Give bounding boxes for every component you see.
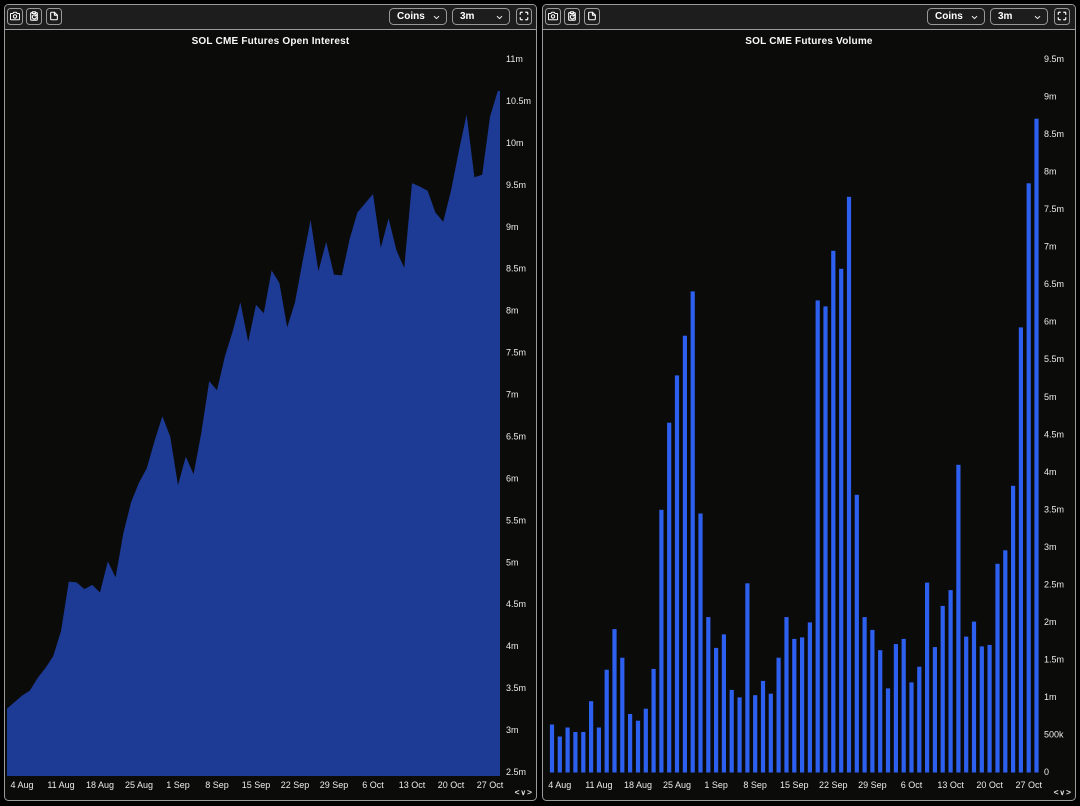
- svg-text:25 Aug: 25 Aug: [663, 780, 691, 790]
- svg-text:5.5m: 5.5m: [1044, 354, 1064, 364]
- svg-text:3m: 3m: [506, 725, 519, 735]
- svg-text:9m: 9m: [1044, 92, 1057, 102]
- svg-text:4.5m: 4.5m: [506, 599, 526, 609]
- svg-text:27 Oct: 27 Oct: [477, 780, 504, 790]
- svg-text:10.5m: 10.5m: [506, 96, 531, 106]
- svg-text:15 Sep: 15 Sep: [780, 780, 809, 790]
- svg-text:6 Oct: 6 Oct: [901, 780, 923, 790]
- svg-text:1.5m: 1.5m: [1044, 655, 1064, 665]
- svg-text:29 Sep: 29 Sep: [320, 780, 349, 790]
- svg-text:11m: 11m: [506, 54, 523, 64]
- svg-text:22 Sep: 22 Sep: [281, 780, 310, 790]
- svg-text:20 Oct: 20 Oct: [976, 780, 1003, 790]
- svg-text:4m: 4m: [506, 641, 519, 651]
- svg-text:6.5m: 6.5m: [1044, 279, 1064, 289]
- svg-text:5m: 5m: [1044, 392, 1057, 402]
- svg-text:8 Sep: 8 Sep: [205, 780, 229, 790]
- svg-text:1 Sep: 1 Sep: [704, 780, 728, 790]
- svg-text:8.5m: 8.5m: [506, 264, 526, 274]
- svg-text:5m: 5m: [506, 557, 519, 567]
- svg-text:11 Aug: 11 Aug: [585, 780, 612, 790]
- svg-text:7.5m: 7.5m: [1044, 204, 1064, 214]
- svg-text:10m: 10m: [506, 138, 524, 148]
- svg-text:1 Sep: 1 Sep: [166, 780, 190, 790]
- svg-text:9.5m: 9.5m: [506, 180, 526, 190]
- svg-text:9.5m: 9.5m: [1044, 54, 1064, 64]
- svg-text:11 Aug: 11 Aug: [47, 780, 74, 790]
- svg-text:4 Aug: 4 Aug: [548, 780, 571, 790]
- svg-text:13 Oct: 13 Oct: [399, 780, 426, 790]
- svg-text:2m: 2m: [1044, 617, 1057, 627]
- svg-text:6m: 6m: [506, 473, 519, 483]
- svg-text:29 Sep: 29 Sep: [858, 780, 887, 790]
- svg-text:3.5m: 3.5m: [506, 683, 526, 693]
- svg-text:15 Sep: 15 Sep: [242, 780, 271, 790]
- svg-text:8.5m: 8.5m: [1044, 129, 1064, 139]
- svg-text:7m: 7m: [1044, 242, 1057, 252]
- svg-text:3.5m: 3.5m: [1044, 504, 1064, 514]
- svg-text:6m: 6m: [1044, 317, 1057, 327]
- svg-text:8 Sep: 8 Sep: [743, 780, 767, 790]
- svg-text:20 Oct: 20 Oct: [438, 780, 465, 790]
- svg-text:4.5m: 4.5m: [1044, 429, 1064, 439]
- svg-text:0: 0: [1044, 767, 1049, 777]
- svg-text:9m: 9m: [506, 222, 519, 232]
- svg-text:22 Sep: 22 Sep: [819, 780, 848, 790]
- svg-text:18 Aug: 18 Aug: [86, 780, 114, 790]
- svg-text:8m: 8m: [506, 306, 519, 316]
- svg-text:4 Aug: 4 Aug: [10, 780, 33, 790]
- svg-text:7m: 7m: [506, 390, 519, 400]
- svg-text:18 Aug: 18 Aug: [624, 780, 652, 790]
- svg-text:3m: 3m: [1044, 542, 1057, 552]
- svg-text:2.5m: 2.5m: [506, 767, 526, 777]
- svg-text:6 Oct: 6 Oct: [362, 780, 384, 790]
- svg-text:1m: 1m: [1044, 692, 1057, 702]
- svg-text:25 Aug: 25 Aug: [125, 780, 153, 790]
- svg-text:4m: 4m: [1044, 467, 1057, 477]
- svg-text:27 Oct: 27 Oct: [1015, 780, 1042, 790]
- svg-text:500k: 500k: [1044, 730, 1064, 740]
- svg-text:5.5m: 5.5m: [506, 515, 526, 525]
- svg-text:13 Oct: 13 Oct: [937, 780, 964, 790]
- svg-text:7.5m: 7.5m: [506, 348, 526, 358]
- svg-text:2.5m: 2.5m: [1044, 579, 1064, 589]
- svg-text:8m: 8m: [1044, 167, 1057, 177]
- svg-text:6.5m: 6.5m: [506, 432, 526, 442]
